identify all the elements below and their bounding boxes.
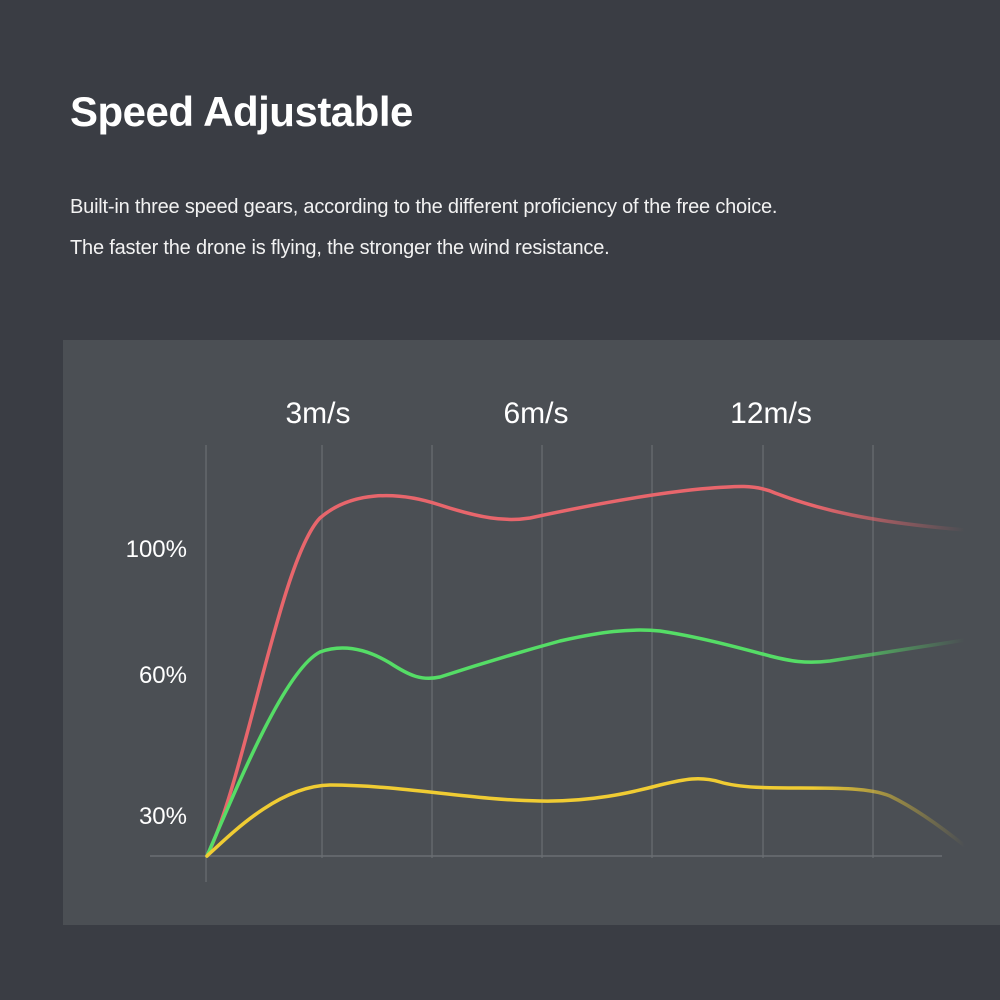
series-line-yellow bbox=[205, 776, 967, 858]
series-line-green bbox=[205, 628, 967, 858]
series-line-red bbox=[205, 484, 967, 858]
description-line-2: The faster the drone is flying, the stro… bbox=[70, 237, 610, 259]
y-tick-30: 30% bbox=[139, 803, 187, 830]
speed-label-6: 6m/s bbox=[503, 397, 568, 430]
speed-label-3: 3m/s bbox=[285, 397, 350, 430]
y-tick-60: 60% bbox=[139, 662, 187, 689]
y-tick-100: 100% bbox=[126, 536, 187, 563]
speed-label-12: 12m/s bbox=[730, 397, 812, 430]
page-title: Speed Adjustable bbox=[70, 88, 413, 135]
description-line-1: Built-in three speed gears, according to… bbox=[70, 196, 778, 218]
